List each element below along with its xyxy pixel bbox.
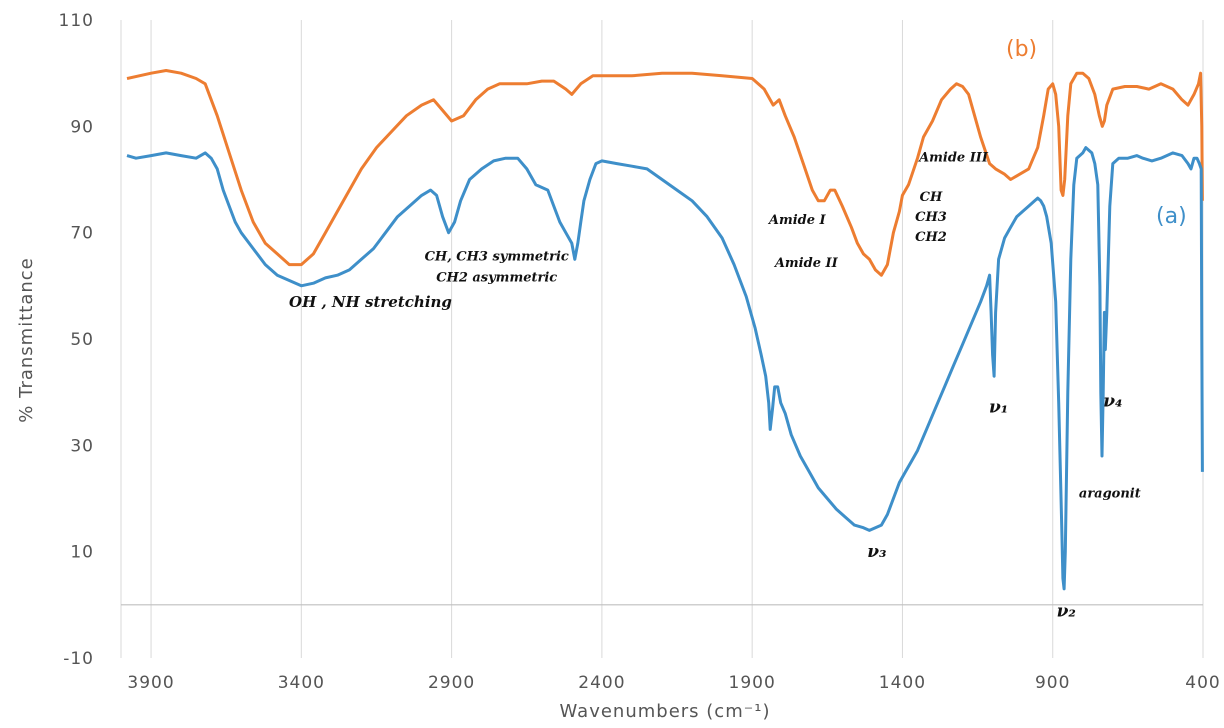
annotation-label: CH3: [915, 210, 947, 225]
tick-layer: 3900 3400 2900 2400 1900 1400 900 400 110 90 70 50 3…: [59, 11, 1220, 693]
annotation-label: CH: [920, 190, 943, 205]
y-tick-label: -10: [63, 649, 94, 669]
x-tick-label: 400: [1185, 673, 1220, 693]
series-line-b: [126, 69, 1204, 277]
y-tick-label: 50: [70, 330, 94, 350]
annotation-label: CH, CH3 symmetric: [425, 249, 569, 264]
x-axis-title: Wavenumbers (cm⁻¹): [560, 701, 771, 722]
annotation-label: ν₁: [989, 397, 1008, 417]
annotation-label: CH2: [915, 230, 947, 245]
series-label-a: (a): [1156, 204, 1187, 229]
series-label-b: (b): [1006, 37, 1037, 62]
annotation-label: Amide II: [773, 256, 839, 271]
x-tick-label: 2900: [428, 673, 475, 693]
annotation-label: ν₄: [1103, 392, 1122, 412]
y-tick-label: 30: [70, 436, 94, 456]
x-tick-label: 900: [1035, 673, 1070, 693]
series-layer: [126, 69, 1204, 591]
title-layer: % Transmittance Wavenumbers (cm⁻¹): [16, 257, 771, 722]
annotation-label: aragonit: [1079, 486, 1141, 501]
y-tick-label: 110: [59, 11, 94, 31]
x-tick-label: 1400: [879, 673, 926, 693]
x-tick-label: 3900: [127, 673, 174, 693]
y-tick-label: 10: [70, 543, 94, 563]
annotation-label: ν₂: [1057, 602, 1076, 622]
y-axis-title: % Transmittance: [16, 257, 37, 422]
annotation-label: CH2 asymmetric: [436, 271, 557, 286]
series-line-a: [126, 146, 1204, 591]
annotation-label: OH , NH stretching: [289, 293, 452, 311]
x-tick-label: 1900: [729, 673, 776, 693]
grid-layer: [120, 20, 1204, 658]
annotation-layer: (b) (a) OH , NH stretching CH, CH3 symmetri…: [289, 37, 1187, 622]
y-tick-label: 90: [70, 117, 94, 137]
x-tick-label: 3400: [278, 673, 325, 693]
annotation-label: ν₃: [867, 542, 886, 562]
y-tick-label: 70: [70, 224, 94, 244]
annotation-label: Amide I: [767, 213, 827, 228]
annotation-label: Amide III: [917, 150, 989, 165]
x-tick-label: 2400: [578, 673, 625, 693]
